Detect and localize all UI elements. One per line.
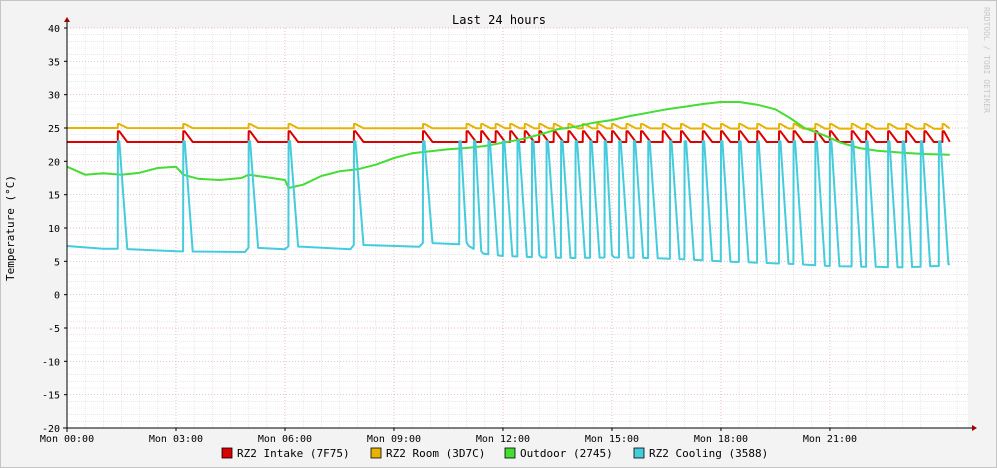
y-tick-label: 25	[48, 124, 60, 135]
legend-label: RZ2 Intake (7F75)	[237, 447, 350, 460]
legend-swatch	[221, 447, 233, 459]
y-tick-label: 20	[48, 157, 60, 168]
x-tick-label: Mon 21:00	[803, 434, 857, 445]
series-layer	[66, 101, 951, 269]
y-axis-arrow	[64, 17, 70, 22]
y-tick-label: -20	[42, 424, 60, 435]
axes	[63, 17, 977, 432]
legend-swatch	[370, 447, 382, 459]
y-tick-label: 5	[54, 257, 60, 268]
series-line-rz2-room-3d7c	[67, 123, 951, 130]
x-tick-label: Mon 00:00	[40, 434, 94, 445]
x-tick-label: Mon 09:00	[367, 434, 421, 445]
series-line-outdoor-2745	[66, 101, 950, 189]
x-axis-arrow	[972, 425, 977, 431]
rrdtool-watermark: RRDTOOL / TOBI OETIKER	[982, 7, 991, 113]
y-axis-label: Temperature (°C)	[4, 175, 17, 281]
y-tick-label: 30	[48, 91, 60, 102]
x-tick-label: Mon 06:00	[258, 434, 312, 445]
chart-title: Last 24 hours	[452, 13, 546, 27]
series-line-rz2-intake-7f75	[67, 130, 951, 143]
y-tick-label: 40	[48, 24, 60, 35]
y-tick-label: -10	[42, 357, 60, 368]
legend-label: RZ2 Room (3D7C)	[386, 447, 485, 460]
legend-swatch	[633, 447, 645, 459]
legend-label: RZ2 Cooling (3588)	[649, 447, 768, 460]
y-tick-label: 15	[48, 191, 60, 202]
y-tick-label: 10	[48, 224, 60, 235]
legend-swatch	[504, 447, 516, 459]
y-tick-label: 0	[54, 291, 60, 302]
x-tick-label: Mon 15:00	[585, 434, 639, 445]
legend: RZ2 Intake (7F75) RZ2 Room (3D7C) Outdoor …	[221, 447, 768, 460]
series-line-rz2-cooling-3588	[66, 140, 951, 269]
x-tick-label: Mon 03:00	[149, 434, 203, 445]
x-tick-label: Mon 12:00	[476, 434, 530, 445]
x-tick-label: Mon 18:00	[694, 434, 748, 445]
y-tick-label: -5	[48, 324, 60, 335]
y-tick-label: -15	[42, 391, 60, 402]
y-tick-label: 35	[48, 57, 60, 68]
legend-label: Outdoor (2745)	[520, 447, 613, 460]
